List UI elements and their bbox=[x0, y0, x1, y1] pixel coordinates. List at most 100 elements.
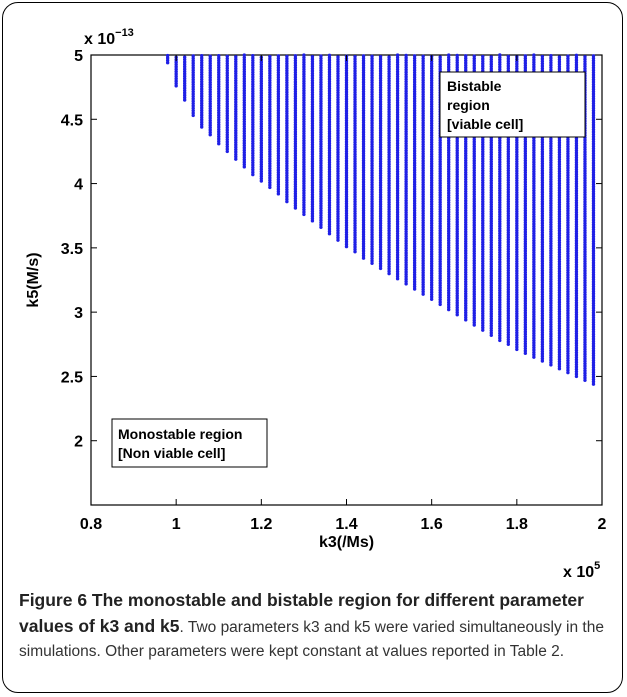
data-point bbox=[361, 185, 366, 189]
data-point bbox=[353, 240, 357, 244]
data-point bbox=[429, 76, 434, 80]
data-point bbox=[429, 273, 434, 278]
data-point bbox=[387, 122, 391, 126]
data-point bbox=[421, 197, 425, 201]
data-point bbox=[259, 167, 264, 171]
data-point bbox=[276, 144, 281, 148]
data-point bbox=[259, 100, 264, 105]
data-point bbox=[285, 140, 289, 144]
data-point bbox=[421, 192, 425, 196]
data-point bbox=[336, 188, 340, 192]
data-point bbox=[285, 121, 289, 125]
data-point bbox=[327, 203, 332, 207]
data-point bbox=[583, 55, 587, 59]
data-point bbox=[285, 161, 289, 166]
data-point bbox=[242, 131, 246, 136]
data-point bbox=[378, 69, 383, 73]
data-point bbox=[395, 115, 400, 119]
data-point bbox=[174, 74, 178, 79]
data-point bbox=[268, 133, 272, 137]
data-point bbox=[438, 148, 442, 152]
data-point bbox=[412, 135, 417, 139]
x-tick-label: 2 bbox=[598, 516, 607, 533]
data-point bbox=[395, 150, 400, 155]
data-point bbox=[429, 95, 434, 99]
data-point bbox=[404, 156, 408, 160]
data-point bbox=[429, 173, 434, 178]
data-point bbox=[387, 238, 391, 242]
data-point bbox=[378, 185, 383, 190]
data-point bbox=[455, 158, 459, 162]
data-point bbox=[310, 76, 315, 80]
data-point bbox=[353, 164, 357, 168]
data-point bbox=[412, 180, 417, 184]
data-point bbox=[302, 55, 306, 60]
data-point bbox=[225, 56, 229, 61]
data-point bbox=[225, 142, 229, 146]
data-point bbox=[293, 196, 298, 201]
data-point bbox=[302, 160, 306, 164]
data-point bbox=[208, 128, 212, 132]
data-point bbox=[404, 215, 408, 219]
data-point bbox=[455, 263, 459, 267]
data-point bbox=[370, 209, 374, 213]
data-point bbox=[404, 68, 408, 72]
data-point bbox=[378, 259, 383, 263]
data-point bbox=[251, 160, 255, 165]
data-point bbox=[225, 133, 229, 137]
data-point bbox=[242, 136, 246, 141]
data-point bbox=[353, 102, 357, 106]
data-point bbox=[353, 100, 357, 104]
data-point bbox=[234, 143, 238, 147]
data-point bbox=[310, 69, 315, 73]
data-point bbox=[370, 197, 374, 201]
data-point bbox=[412, 73, 417, 77]
data-point bbox=[336, 69, 340, 73]
data-point bbox=[429, 164, 434, 168]
data-point bbox=[412, 232, 417, 236]
data-point bbox=[395, 70, 400, 74]
data-point bbox=[268, 97, 272, 102]
data-point bbox=[259, 126, 264, 131]
data-point bbox=[472, 223, 476, 227]
data-point bbox=[438, 228, 442, 233]
data-point bbox=[336, 121, 340, 126]
data-point bbox=[293, 156, 298, 160]
data-point bbox=[412, 111, 417, 115]
data-point bbox=[353, 242, 357, 247]
data-point bbox=[395, 231, 400, 236]
data-point bbox=[421, 259, 425, 263]
data-point bbox=[319, 206, 323, 210]
data-point bbox=[327, 229, 332, 234]
data-point bbox=[387, 148, 391, 152]
data-point bbox=[412, 137, 417, 141]
data-point bbox=[464, 251, 468, 255]
data-point bbox=[395, 172, 400, 176]
data-point bbox=[378, 55, 383, 59]
data-point bbox=[447, 153, 451, 157]
data-point bbox=[344, 106, 349, 111]
data-point bbox=[336, 95, 340, 100]
data-point bbox=[378, 214, 383, 218]
data-point bbox=[319, 111, 323, 115]
data-point bbox=[327, 56, 332, 60]
data-point bbox=[217, 70, 221, 75]
data-point bbox=[293, 54, 298, 58]
data-point bbox=[251, 144, 255, 148]
data-point bbox=[319, 173, 323, 177]
data-point bbox=[404, 141, 408, 146]
data-point bbox=[378, 66, 383, 71]
data-point bbox=[259, 136, 264, 140]
data-point bbox=[370, 161, 374, 166]
data-point bbox=[302, 103, 306, 107]
data-point bbox=[217, 65, 221, 70]
data-point bbox=[259, 67, 264, 71]
data-point bbox=[310, 209, 315, 214]
data-point bbox=[455, 163, 459, 167]
data-point bbox=[412, 120, 417, 125]
data-point bbox=[370, 126, 374, 130]
data-point bbox=[276, 63, 281, 68]
data-point bbox=[302, 205, 306, 209]
data-point bbox=[361, 182, 366, 187]
data-point bbox=[285, 197, 289, 201]
